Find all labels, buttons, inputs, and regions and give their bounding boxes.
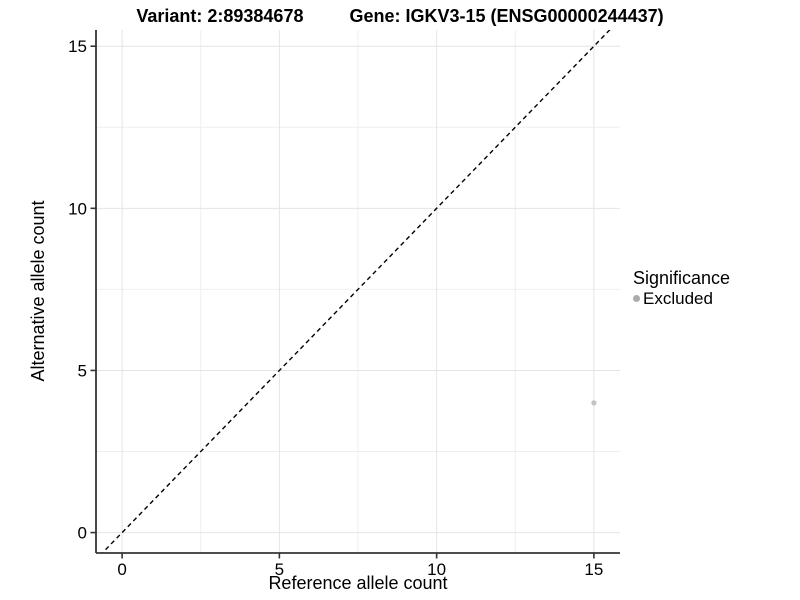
legend: Significance Excluded xyxy=(633,268,730,308)
y-tick-label: 0 xyxy=(78,524,87,543)
y-tick-label: 5 xyxy=(78,361,87,380)
plot-title: Variant: 2:89384678 Gene: IGKV3-15 (ENSG… xyxy=(0,6,800,26)
x-tick-label: 5 xyxy=(275,560,284,579)
y-axis-title: Alternative allele count xyxy=(28,200,48,382)
legend-title: Significance xyxy=(633,268,731,288)
data-point xyxy=(591,400,597,406)
identity-line xyxy=(101,30,611,553)
legend-item-label: Excluded xyxy=(643,289,713,308)
legend-item-excluded: Excluded xyxy=(633,289,730,308)
x-axis-title: Reference allele count xyxy=(268,573,448,593)
y-tick-label: 15 xyxy=(68,37,87,56)
x-tick-label: 15 xyxy=(584,560,603,579)
y-tick-label: 10 xyxy=(68,199,87,218)
legend-point-icon xyxy=(633,295,640,302)
x-tick-label: 10 xyxy=(427,560,446,579)
plot-title-variant: Variant: 2:89384678 xyxy=(136,6,304,26)
plot-title-gene: Gene: IGKV3-15 (ENSG00000244437) xyxy=(349,6,664,26)
x-tick-label: 0 xyxy=(117,560,126,579)
